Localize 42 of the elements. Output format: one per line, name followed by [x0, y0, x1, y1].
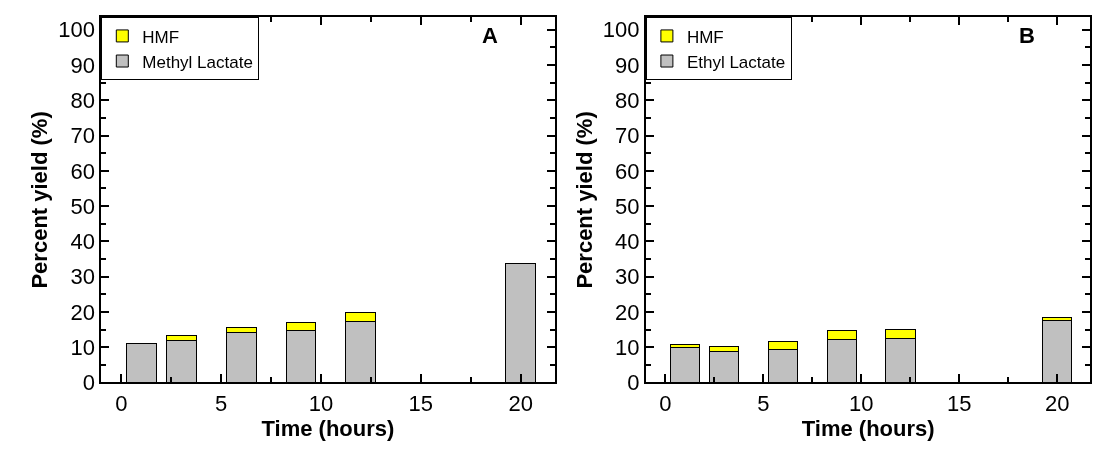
legend-label: Ethyl Lactate: [686, 52, 786, 72]
x-axis-title: Time (hours): [261, 415, 395, 441]
x-tick-label: 0: [659, 390, 672, 416]
y-tick-label: 50: [70, 193, 95, 219]
y-tick-label: 40: [70, 229, 95, 255]
y-tick-label: 0: [82, 370, 95, 396]
legend-label: HMF: [142, 27, 180, 47]
y-axis-title: Percent yield (%): [27, 111, 53, 289]
y-tick-label: 90: [615, 52, 640, 78]
legend-label: HMF: [686, 27, 724, 47]
x-tick-label: 10: [308, 390, 334, 416]
y-tick-label: 100: [58, 17, 95, 43]
x-tick-label: 20: [508, 390, 533, 416]
x-tick-label: 20: [1044, 390, 1070, 416]
y-tick-label: 30: [70, 264, 95, 290]
y-tick-label: 10: [70, 334, 95, 360]
x-tick-label: 5: [757, 390, 770, 416]
y-tick-label: 80: [615, 87, 640, 113]
y-tick-label: 60: [615, 158, 640, 184]
y-tick-label: 30: [615, 264, 640, 290]
y-tick-label: 50: [615, 193, 640, 219]
y-tick-label: 90: [70, 52, 95, 78]
x-axis-title: Time (hours): [801, 415, 935, 441]
x-tick-label: 15: [947, 390, 972, 416]
chart-title: B: [1019, 23, 1035, 48]
y-tick-label: 20: [615, 299, 640, 325]
y-tick-label: 10: [615, 334, 640, 360]
legend-label: Methyl Lactate: [142, 52, 253, 72]
y-axis-title: Percent yield (%): [572, 111, 598, 289]
y-tick-label: 80: [70, 87, 95, 113]
x-tick-label: 5: [214, 390, 228, 416]
y-tick-label: 70: [615, 123, 640, 149]
y-tick-label: 20: [70, 299, 95, 325]
chart-title: A: [482, 23, 498, 48]
x-tick-label: 15: [408, 390, 434, 416]
y-tick-label: 100: [602, 17, 640, 43]
x-tick-label: 10: [849, 390, 874, 416]
y-tick-label: 70: [70, 123, 95, 149]
x-tick-label: 0: [115, 390, 128, 416]
y-tick-label: 0: [627, 370, 640, 396]
y-tick-label: 40: [615, 229, 640, 255]
y-tick-label: 60: [70, 158, 95, 184]
